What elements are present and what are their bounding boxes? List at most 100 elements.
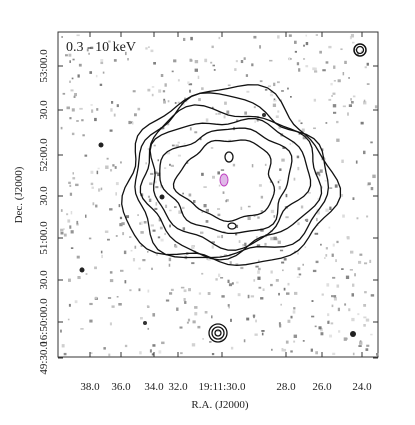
noise-pixel — [303, 44, 305, 47]
noise-pixel — [325, 254, 328, 257]
noise-pixel — [205, 208, 209, 212]
noise-pixel — [197, 75, 200, 80]
noise-pixel — [322, 69, 326, 72]
noise-pixel — [311, 300, 314, 302]
noise-pixel — [182, 206, 185, 210]
noise-pixel — [226, 110, 230, 114]
noise-pixel — [278, 292, 280, 296]
noise-pixel — [205, 118, 209, 122]
noise-pixel — [314, 70, 318, 73]
noise-pixel — [259, 45, 262, 49]
noise-pixel — [327, 321, 330, 324]
noise-pixel — [281, 261, 285, 264]
noise-pixel — [341, 268, 344, 270]
noise-pixel — [312, 67, 316, 71]
noise-pixel — [89, 319, 93, 323]
noise-pixel — [217, 112, 221, 115]
noise-pixel — [107, 238, 110, 241]
noise-pixel — [69, 184, 72, 187]
noise-pixel — [177, 79, 180, 82]
noise-pixel — [349, 36, 352, 40]
noise-pixel — [277, 81, 280, 84]
noise-pixel — [63, 233, 67, 237]
noise-pixel — [150, 224, 154, 227]
noise-pixel — [104, 230, 109, 233]
noise-pixel — [273, 215, 276, 218]
noise-pixel — [234, 68, 237, 71]
noise-pixel — [337, 79, 341, 83]
noise-pixel — [140, 221, 143, 225]
noise-pixel — [302, 136, 307, 140]
noise-pixel — [253, 215, 256, 217]
y-tick-label: 30.0 — [38, 186, 50, 206]
contour — [149, 117, 312, 251]
noise-pixel — [148, 198, 152, 203]
noise-pixel — [264, 242, 267, 246]
noise-pixel — [82, 134, 85, 137]
noise-pixel — [255, 319, 257, 323]
noise-pixel — [71, 108, 75, 112]
source-contour — [353, 43, 367, 57]
noise-pixel — [352, 283, 355, 287]
noise-pixel — [92, 202, 95, 206]
image-frame — [57, 31, 379, 358]
noise-pixel — [110, 108, 113, 112]
noise-pixel — [85, 214, 87, 218]
noise-pixel — [294, 50, 297, 53]
noise-pixel — [364, 291, 367, 294]
noise-pixel — [101, 254, 103, 259]
noise-pixel — [91, 109, 94, 113]
x-tick-label: 24.0 — [352, 381, 372, 393]
noise-pixel — [372, 174, 376, 179]
noise-pixel — [256, 118, 259, 122]
noise-pixel — [177, 101, 180, 104]
noise-pixel — [258, 259, 260, 263]
source — [262, 113, 266, 117]
noise-pixel — [147, 148, 151, 151]
noise-pixel — [315, 34, 319, 36]
noise-pixel — [112, 164, 115, 167]
noise-pixel — [333, 111, 337, 114]
noise-pixel — [290, 350, 293, 353]
noise-pixel — [296, 155, 300, 159]
noise-pixel — [282, 269, 284, 272]
noise-pixel — [61, 344, 65, 348]
noise-pixel — [151, 93, 154, 97]
noise-pixel — [212, 106, 214, 109]
y-tick-label: 30.0 — [38, 270, 50, 290]
noise-pixel — [251, 63, 254, 67]
noise-pixel — [148, 46, 150, 48]
noise-pixel — [366, 83, 370, 85]
noise-pixel — [132, 121, 134, 125]
y-tick-label: 30.0 — [38, 100, 50, 120]
noise-pixel — [357, 53, 359, 56]
noise-pixel — [169, 163, 171, 166]
noise-pixel — [302, 340, 305, 342]
noise-pixel — [175, 144, 179, 148]
noise-pixel — [332, 104, 337, 108]
noise-pixel — [145, 47, 148, 50]
noise-pixel — [298, 68, 301, 72]
noise-pixel — [351, 317, 355, 322]
noise-pixel — [160, 74, 164, 78]
noise-pixel — [106, 157, 109, 160]
noise-pixel — [298, 133, 301, 135]
noise-pixel — [206, 257, 208, 260]
noise-pixel — [293, 340, 296, 343]
noise-pixel — [98, 188, 101, 192]
noise-pixel — [157, 172, 161, 177]
noise-pixel — [356, 217, 359, 220]
source-contour — [214, 329, 222, 337]
noise-pixel — [186, 321, 189, 324]
noise-pixel — [68, 303, 71, 307]
noise-pixel — [211, 315, 213, 319]
noise-pixel — [328, 45, 332, 49]
noise-pixel — [62, 92, 66, 95]
noise-pixel — [72, 172, 75, 175]
noise-pixel — [74, 300, 78, 304]
noise-pixel — [348, 104, 353, 107]
source-contour — [211, 326, 225, 340]
noise-pixel — [253, 314, 255, 319]
noise-pixel — [332, 352, 336, 356]
